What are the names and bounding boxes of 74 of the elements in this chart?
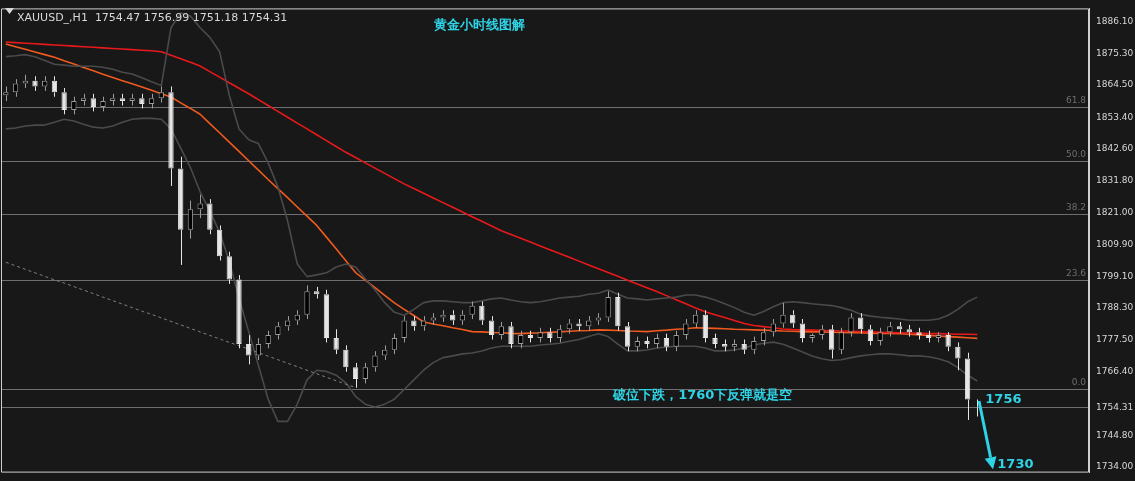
candlestick bbox=[178, 156, 184, 266]
y-tick-label: 1777.50 bbox=[1096, 333, 1134, 344]
candlestick bbox=[80, 93, 87, 107]
candlestick bbox=[314, 286, 320, 300]
annotation: 50.0 bbox=[1065, 149, 1087, 160]
candlestick bbox=[906, 324, 912, 338]
candlestick bbox=[304, 284, 310, 320]
candlestick bbox=[683, 318, 689, 341]
candlestick bbox=[848, 312, 854, 338]
y-tick-label: 1788.30 bbox=[1096, 302, 1134, 313]
candlestick bbox=[440, 309, 446, 323]
annotation: 38.2 bbox=[1065, 202, 1086, 213]
candlestick bbox=[382, 344, 388, 361]
candlestick bbox=[197, 194, 203, 219]
candlestick bbox=[586, 315, 592, 332]
y-tick-label: 1886.10 bbox=[1096, 16, 1134, 27]
candlestick bbox=[955, 341, 961, 371]
candlestick bbox=[896, 321, 903, 335]
candlestick bbox=[129, 93, 135, 107]
y-tick-label: 1799.10 bbox=[1096, 270, 1134, 281]
candlestick bbox=[887, 321, 893, 338]
annotation: 61.8 bbox=[1065, 95, 1087, 106]
y-tick-label: 1842.60 bbox=[1096, 143, 1134, 154]
candlestick bbox=[333, 328, 339, 355]
annotation: XAUUSD_,H1 1754.47 1756.99 1751.18 1754.31 bbox=[17, 11, 288, 25]
candlestick bbox=[479, 300, 485, 326]
y-tick-label: 1821.00 bbox=[1096, 206, 1134, 217]
candlestick bbox=[236, 274, 242, 349]
candlestick bbox=[110, 93, 116, 107]
candlestick bbox=[488, 315, 495, 341]
candlestick bbox=[819, 324, 825, 341]
y-tick-label: 1754.31 bbox=[1096, 401, 1134, 412]
candlestick bbox=[3, 86, 9, 102]
candlestick bbox=[168, 86, 174, 187]
candlestick bbox=[780, 302, 786, 329]
candlestick bbox=[411, 315, 417, 332]
candlestick bbox=[246, 334, 252, 365]
y-tick-label: 1853.40 bbox=[1096, 111, 1134, 122]
candlestick bbox=[576, 318, 582, 332]
candlestick bbox=[255, 337, 262, 361]
y-tick-label: 1864.50 bbox=[1096, 79, 1134, 90]
annotation: 0.0 bbox=[1071, 377, 1087, 388]
y-tick-label: 1766.40 bbox=[1096, 366, 1134, 377]
candlestick bbox=[935, 331, 942, 343]
candlestick bbox=[615, 292, 621, 332]
y-tick-label: 1831.80 bbox=[1096, 175, 1134, 186]
candlestick bbox=[916, 327, 922, 341]
candlestick bbox=[352, 362, 359, 389]
y-tick-label: 1875.30 bbox=[1096, 47, 1134, 58]
y-tick-label: 1744.80 bbox=[1096, 429, 1134, 440]
annotation: 破位下跌，1760下反弹就是空 bbox=[612, 387, 793, 403]
candlestick bbox=[158, 86, 164, 104]
candlestick bbox=[284, 315, 291, 332]
candlestick bbox=[469, 300, 475, 320]
candlestick bbox=[770, 318, 776, 338]
annotation: 1730 bbox=[997, 455, 1034, 471]
candlestick bbox=[372, 350, 378, 373]
candlestick bbox=[275, 321, 281, 341]
annotation: 1756 bbox=[985, 390, 1022, 406]
candlestick bbox=[187, 200, 194, 240]
candlestick bbox=[420, 315, 427, 332]
candlestick bbox=[119, 93, 126, 107]
candlestick bbox=[32, 75, 38, 92]
candlestick bbox=[498, 321, 504, 341]
candlestick bbox=[22, 74, 28, 89]
y-tick-label: 1734.00 bbox=[1096, 461, 1134, 472]
candlestick bbox=[828, 324, 835, 360]
annotation: 23.6 bbox=[1065, 268, 1087, 279]
candlestick bbox=[343, 344, 349, 373]
candlestick bbox=[605, 290, 611, 323]
candlestick bbox=[945, 331, 951, 352]
candlestick bbox=[566, 318, 572, 335]
y-tick-label: 1809.90 bbox=[1096, 239, 1134, 250]
text: 黄金小时线图解 bbox=[433, 16, 526, 32]
